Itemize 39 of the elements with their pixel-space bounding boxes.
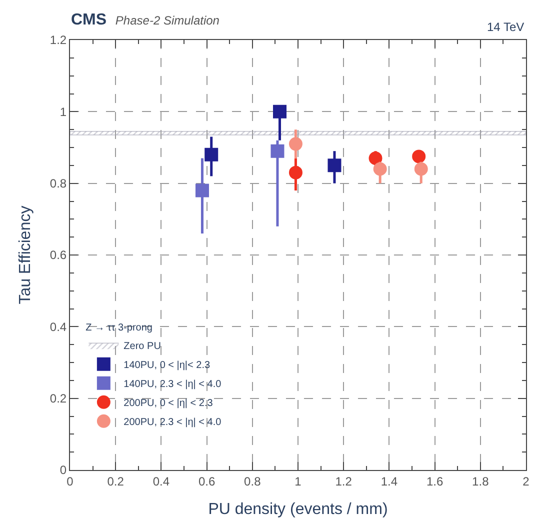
y-tick-label: 0.6: [50, 248, 67, 262]
y-tick-label: 0.4: [50, 320, 67, 334]
point: [414, 162, 428, 176]
x-tick-label: 0.6: [198, 474, 216, 488]
x-tick-label: 1.6: [426, 474, 444, 488]
text: 14 TeV: [487, 20, 524, 34]
legend-label: 140PU, 0 < |η|< 2.3: [124, 360, 210, 371]
point: [195, 184, 209, 198]
x-tick-label: 1: [294, 474, 302, 488]
point: [412, 150, 426, 164]
x-tick-label: 1.8: [472, 474, 490, 488]
legend-label: 200PU, 2.3 < |η| < 4.0: [124, 417, 222, 428]
legend-label: Zero PU: [124, 341, 161, 352]
point: [328, 158, 342, 172]
point: [273, 104, 287, 118]
point: [288, 137, 302, 151]
point: [270, 144, 284, 158]
x-tick-label: 1.4: [380, 474, 398, 488]
y-tick-label: 0.8: [50, 176, 67, 191]
y-tick-label: 1: [60, 104, 67, 119]
chart-subtitle: Phase-2 Simulation: [115, 13, 220, 28]
y-tick-label: 1.2: [50, 33, 67, 48]
legend-label: 140PU, 2.3 < |η| < 4.0: [124, 379, 222, 390]
legend-label: 200PU, 0 < |η| < 2.3: [124, 398, 214, 409]
x-axis-title: PU density (events / mm): [208, 501, 388, 518]
y-tick-label: 0: [60, 463, 67, 478]
x-tick-label: 0.8: [244, 474, 262, 488]
y-tick-label: 0.2: [50, 392, 67, 406]
x-tick-label: 2: [522, 474, 530, 488]
point: [368, 152, 382, 165]
x-tick-label: 0.4: [152, 474, 170, 488]
chart-title: CMS: [70, 11, 107, 28]
point: [373, 162, 387, 176]
y-axis-title: Tau Efficiency: [16, 206, 34, 304]
x-tick-label: 0.2: [107, 474, 124, 488]
point: [288, 166, 302, 180]
x-tick-label: 1.2: [335, 474, 352, 488]
legend-title: Z → ττ 3-prong: [86, 322, 152, 334]
point: [204, 148, 218, 162]
